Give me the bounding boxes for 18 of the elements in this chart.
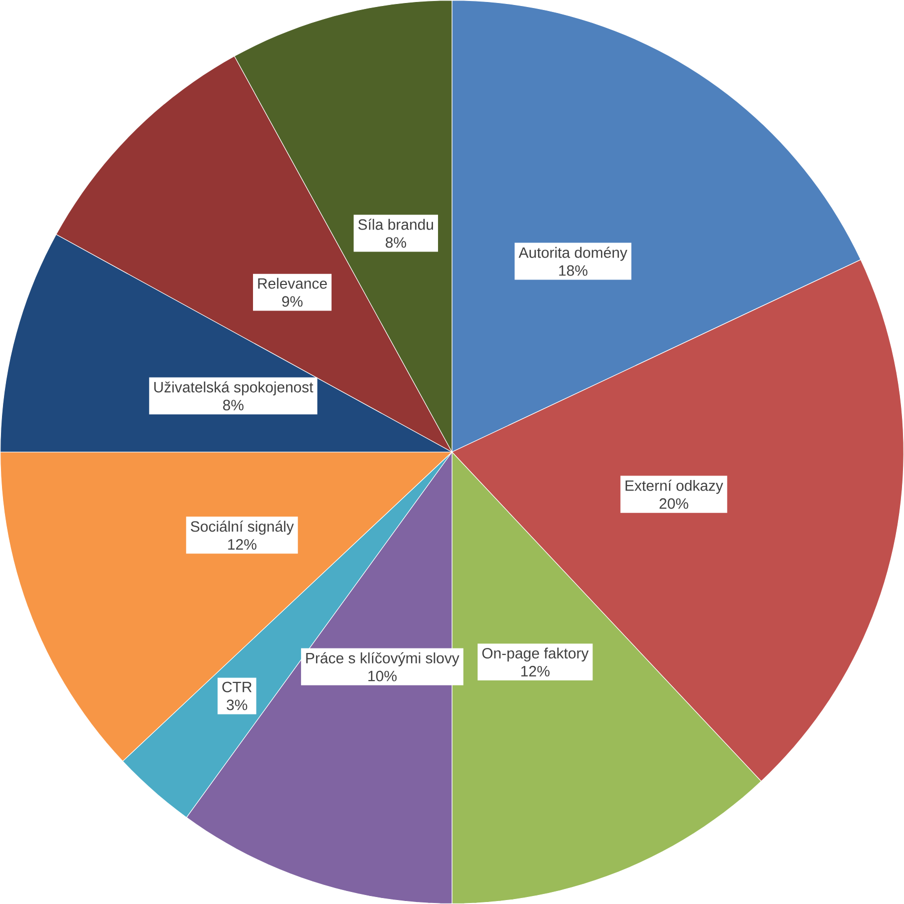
slice-label: Uživatelská spokojenost <box>154 381 314 396</box>
slice-label: Externí odkazy <box>626 480 724 494</box>
data-label: 12% <box>228 539 256 550</box>
slice-label: Síla brandu <box>358 218 434 230</box>
data-label: 12% <box>521 666 550 676</box>
slice-label: CTR <box>222 682 252 692</box>
slice-label: Práce s klíčovými slovy <box>306 652 460 666</box>
data-label: 3% <box>226 700 248 710</box>
data-label: 10% <box>368 670 397 682</box>
slice-label: Sociální signály <box>190 520 294 535</box>
data-label: 8% <box>223 400 244 410</box>
slice-label: On-page faktory <box>482 648 589 662</box>
data-label: 8% <box>386 237 406 248</box>
slice-label: Autorita domény <box>518 246 628 261</box>
data-label: 9% <box>282 296 303 307</box>
data-label: 20% <box>660 498 688 509</box>
data-label: 18% <box>559 265 588 276</box>
slice-label: Relevance <box>258 278 327 289</box>
